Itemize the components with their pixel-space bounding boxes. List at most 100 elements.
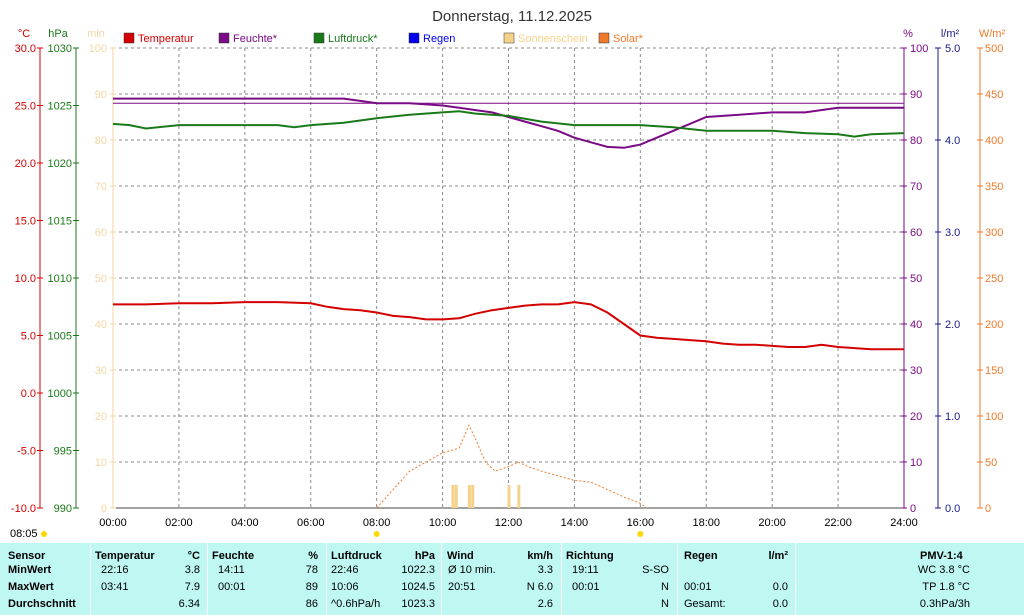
humidity-tick-label: 40 — [910, 319, 922, 331]
sunshine-bar — [517, 485, 521, 508]
stats-wind-label: 20:51 — [448, 581, 476, 593]
stats-header-humidity: Feuchte — [212, 550, 255, 562]
stats-wind-value: 2.6 — [537, 598, 553, 610]
legend-label: Luftdruck* — [328, 33, 378, 45]
stats-column-separator — [326, 543, 327, 615]
pressure-tick-label: 1030 — [48, 43, 72, 55]
sunshine-bar — [507, 485, 511, 508]
stats-direction-value: N — [661, 581, 669, 593]
solar-unit-label: W/m² — [979, 28, 1006, 40]
legend-swatch — [503, 32, 515, 44]
sunset-marker — [637, 531, 644, 537]
pressure-tick-label: 1000 — [48, 388, 72, 400]
solar-tick-label: 500 — [985, 43, 1003, 55]
stats-humidity-value: 78 — [305, 564, 318, 576]
solar-tick-label: 0 — [985, 503, 991, 515]
stats-temp-value: 3.8 — [184, 564, 200, 576]
humidity-tick-label: 30 — [910, 365, 922, 377]
solar-tick-label: 250 — [985, 273, 1003, 285]
stats-pmv-value: TP 1.8 °C — [922, 581, 970, 593]
pressure-tick-label: 1015 — [48, 216, 72, 228]
series-line-temperature — [113, 301, 904, 351]
stats-humidity-value: 89 — [305, 581, 318, 593]
pressure-tick-label: 1010 — [48, 273, 72, 285]
stats-pressure-time: 22:46 — [331, 564, 359, 576]
solar-tick-label: 400 — [985, 135, 1003, 147]
solar-tick-label: 450 — [985, 89, 1003, 101]
temperature-tick-label: -10.0 — [11, 503, 36, 515]
humidity-tick-label: 10 — [910, 457, 922, 469]
stats-table: Sensor Temperatur °C Feuchte% Luftdruck hPa Wi… — [0, 543, 1024, 615]
minutes-tick-label: 10 — [95, 457, 107, 469]
x-tick-label: 20:00 — [758, 517, 786, 529]
solar-tick-label: 50 — [985, 457, 997, 469]
stats-rain-time: Gesamt: — [684, 598, 726, 610]
x-tick-label: 14:00 — [561, 517, 589, 529]
temperature-tick-label: 10.0 — [15, 273, 36, 285]
stats-pressure-value: 1022.3 — [401, 564, 435, 576]
stats-header-unit: l/m² — [768, 550, 788, 562]
stats-header-unit: % — [308, 550, 318, 562]
rain-tick-label: 3.0 — [945, 227, 960, 239]
stats-header-rain: Regen — [684, 550, 718, 562]
x-tick-label: 12:00 — [495, 517, 523, 529]
temperature-tick-label: 25.0 — [15, 101, 36, 113]
stats-row-label: Durchschnitt — [8, 598, 76, 610]
minutes-tick-label: 20 — [95, 411, 107, 423]
solar-tick-label: 200 — [985, 319, 1003, 331]
stats-temp-time: 22:16 — [101, 564, 129, 576]
stats-header-unit: hPa — [414, 550, 435, 562]
chart-axes: 00:00 02:00 04:00 06:00 08:00 10:00 12:00 14:00… — [11, 28, 1006, 537]
stats-wind-value: N 6.0 — [526, 581, 553, 593]
x-tick-label: 08:00 — [363, 517, 391, 529]
temperature-tick-label: -5.0 — [17, 446, 36, 458]
x-tick-label: 24:00 — [890, 517, 918, 529]
stats-direction-time: 19:11 — [572, 564, 599, 576]
x-tick-label: 04:00 — [231, 517, 259, 529]
stats-pmv-value: 0.3hPa/3h — [919, 598, 970, 610]
solar-tick-label: 300 — [985, 227, 1003, 239]
x-tick-label: 02:00 — [165, 517, 193, 529]
pressure-tick-label: 1005 — [48, 331, 72, 343]
legend-swatch — [218, 32, 230, 44]
stats-direction-time: 00:01 — [572, 581, 600, 593]
stats-row-label: MinWert — [8, 564, 52, 576]
rain-tick-label: 0.0 — [945, 503, 960, 515]
stats-pressure-time: ^0.6hPa/h — [331, 598, 381, 610]
solar-tick-label: 100 — [985, 411, 1003, 423]
chart-legend: Temperatur Feuchte* Luftdruck* Regen Sonnens… — [123, 32, 644, 45]
rain-tick-label: 2.0 — [945, 319, 960, 331]
legend-label: Sonnenschein — [518, 33, 588, 45]
legend-swatch — [598, 32, 610, 44]
rain-tick-label: 4.0 — [945, 135, 960, 147]
humidity-tick-label: 80 — [910, 135, 922, 147]
sunshine-bar — [454, 485, 458, 508]
stats-column-separator — [795, 543, 796, 615]
minutes-unit-label: min — [87, 28, 105, 40]
legend-swatch — [123, 32, 135, 44]
temperature-tick-label: 15.0 — [15, 216, 36, 228]
stats-column-separator — [677, 543, 678, 615]
stats-column-separator — [90, 543, 91, 615]
minutes-tick-label: 90 — [95, 89, 107, 101]
legend-swatch — [408, 32, 420, 44]
stats-rain-time: 00:01 — [684, 581, 712, 593]
stats-humidity-time: 14:11 — [218, 564, 245, 576]
humidity-tick-label: 60 — [910, 227, 922, 239]
humidity-tick-label: 90 — [910, 89, 922, 101]
stats-rain-value: 0.0 — [772, 598, 788, 610]
legend-label: Solar* — [613, 33, 644, 45]
humidity-tick-label: 0 — [910, 503, 916, 515]
minutes-tick-label: 0 — [101, 503, 107, 515]
stats-direction-value: N — [661, 598, 669, 610]
humidity-tick-label: 20 — [910, 411, 922, 423]
chart-title: Donnerstag, 11.12.2025 — [432, 8, 592, 25]
minutes-tick-label: 30 — [95, 365, 107, 377]
x-tick-label: 06:00 — [297, 517, 325, 529]
pressure-tick-label: 1020 — [48, 158, 72, 170]
stats-header-pmv: PMV-1:4 — [920, 550, 963, 562]
stats-pressure-value: 1023.3 — [401, 598, 435, 610]
stats-direction-value: S-SO — [642, 564, 669, 576]
stats-pressure-time: 10:06 — [331, 581, 359, 593]
sunshine-bar — [467, 485, 471, 508]
